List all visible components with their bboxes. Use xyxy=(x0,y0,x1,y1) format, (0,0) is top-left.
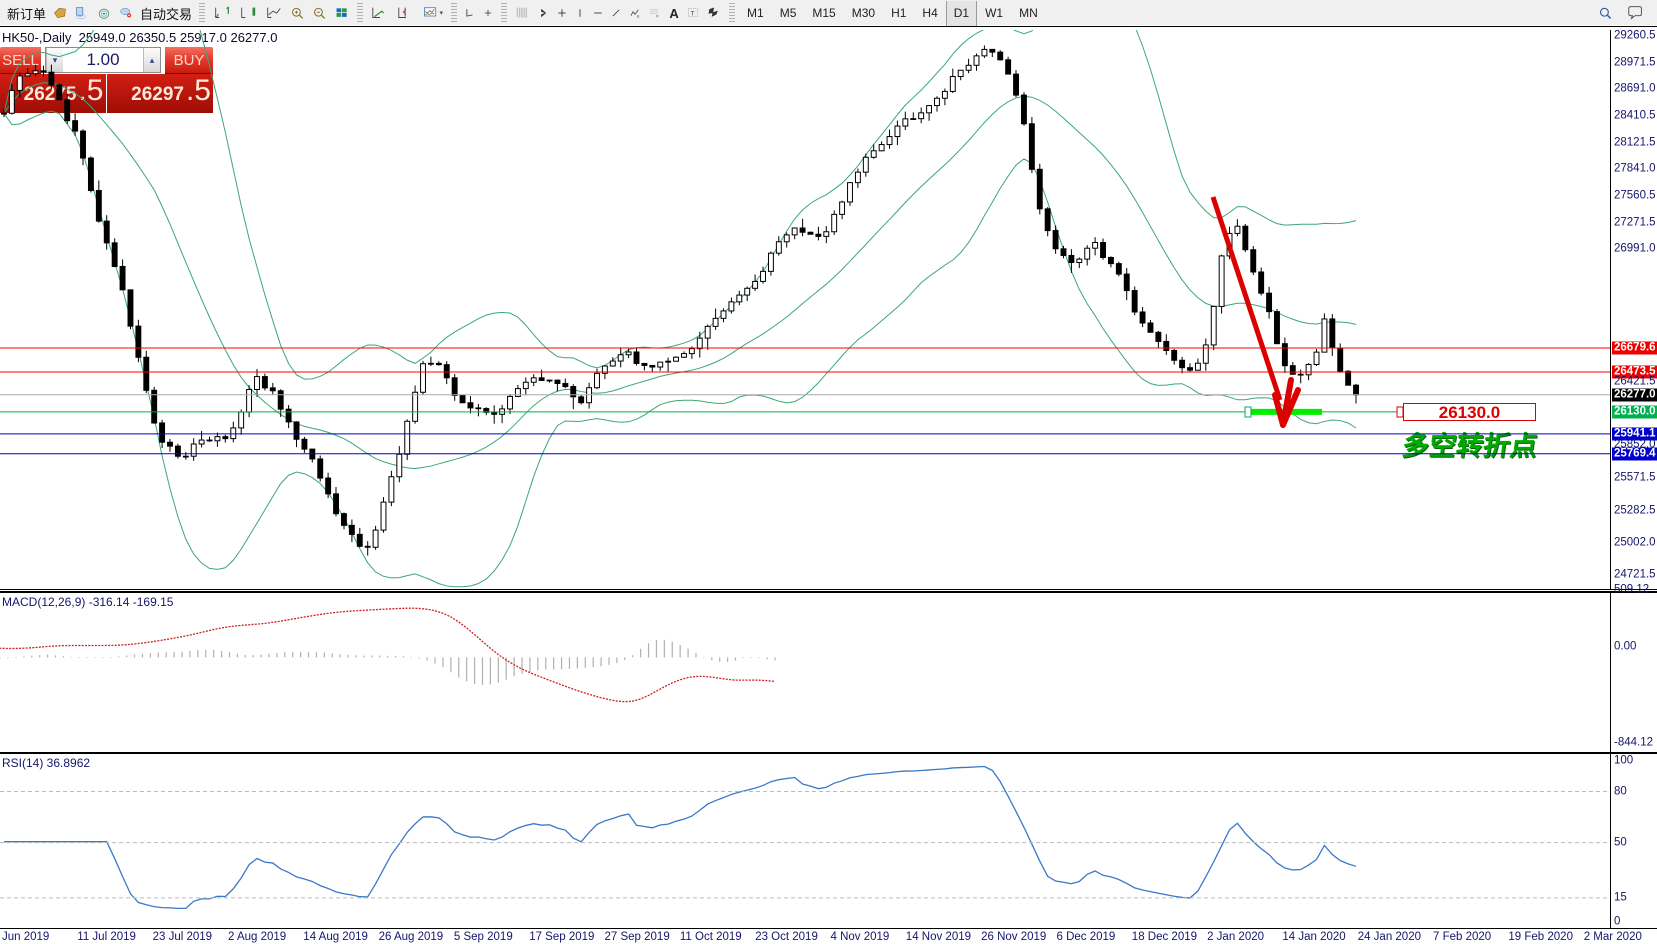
svg-text:T: T xyxy=(691,11,695,17)
svg-text:F: F xyxy=(656,14,659,19)
svg-text:E: E xyxy=(637,14,640,19)
